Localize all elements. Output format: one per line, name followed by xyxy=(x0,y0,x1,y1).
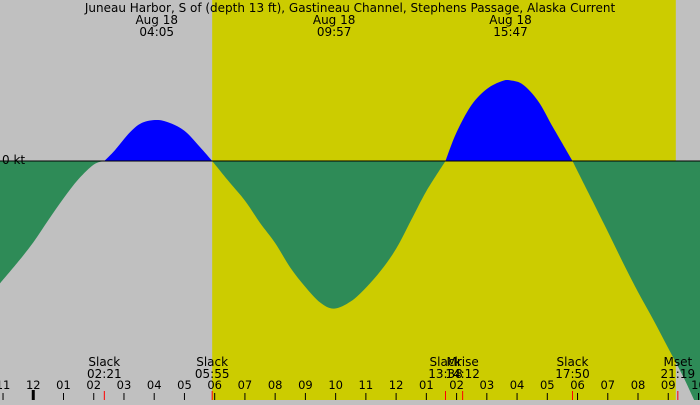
x-tick-label: 09 xyxy=(298,378,313,392)
x-tick-label: 03 xyxy=(480,378,495,392)
x-tick-label: 04 xyxy=(510,378,525,392)
x-tick-label: 05 xyxy=(177,378,192,392)
x-tick-label: 01 xyxy=(56,378,71,392)
x-tick-label: 06 xyxy=(207,378,222,392)
x-tick-label: 09 xyxy=(661,378,676,392)
x-tick-label: 05 xyxy=(540,378,555,392)
x-tick-label: 12 xyxy=(26,378,41,392)
x-tick-label: 03 xyxy=(117,378,132,392)
peak-time-label: 15:47 xyxy=(493,25,528,39)
x-tick-label: 11 xyxy=(0,378,10,392)
x-tick-label: 04 xyxy=(147,378,162,392)
peak-time-label: 04:05 xyxy=(139,25,174,39)
x-tick-label: 02 xyxy=(86,378,101,392)
x-tick-label: 08 xyxy=(631,378,646,392)
x-tick-label: 10 xyxy=(328,378,343,392)
x-tick-label: 10 xyxy=(691,378,700,392)
x-tick-label: 01 xyxy=(419,378,434,392)
x-tick-label: 07 xyxy=(600,378,615,392)
x-tick-label: 11 xyxy=(359,378,374,392)
x-tick-label: 12 xyxy=(389,378,404,392)
x-tick-label: 06 xyxy=(570,378,585,392)
zero-kt-label: 0 kt xyxy=(2,153,25,167)
x-tick-label: 02 xyxy=(449,378,464,392)
peak-time-label: 09:57 xyxy=(317,25,352,39)
x-tick-label: 08 xyxy=(268,378,283,392)
x-tick-label: 07 xyxy=(238,378,253,392)
